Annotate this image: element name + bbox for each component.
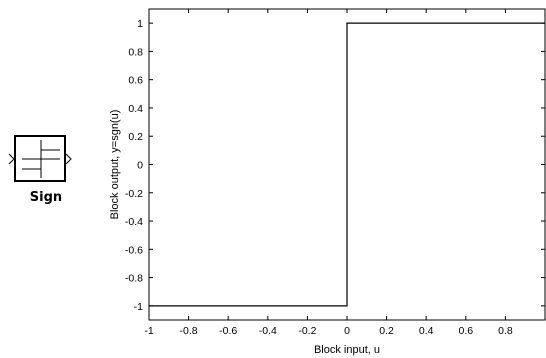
y-tick-label: -1	[134, 301, 143, 313]
y-tick-label: -0.4	[125, 216, 143, 228]
plot-series	[149, 22, 545, 307]
x-tick-label: 0	[344, 325, 350, 337]
y-tick-label: -0.6	[125, 244, 143, 256]
y-tick-label: 0	[137, 160, 143, 172]
sign-function-block-icon	[8, 135, 72, 182]
plot-labels: -1 -0.8 -0.6 -0.4 -0.2 0 0.2 0.4 0.6 0.8 1 0.8 0.6 0.…	[109, 18, 513, 356]
x-tick-label: -0.8	[180, 325, 198, 337]
y-tick-label: 0.8	[128, 46, 143, 58]
sign-block[interactable]: Sign	[0, 0, 100, 358]
x-tick-label: 0.2	[379, 325, 394, 337]
plot-axes	[148, 8, 546, 321]
sign-function-line	[149, 22, 545, 307]
y-tick-label: 0.6	[128, 75, 143, 87]
y-tick-label: 0.4	[128, 103, 143, 115]
x-axis-label: Block input, u	[314, 344, 380, 356]
block-label: Sign	[29, 190, 63, 205]
x-tick-label: 0.4	[419, 325, 434, 337]
x-tick-label: -0.2	[298, 325, 316, 337]
output-port-icon	[65, 153, 72, 165]
y-tick-label: -0.2	[125, 188, 143, 200]
y-tick-label: 1	[137, 18, 143, 30]
x-tick-label: -0.4	[259, 325, 277, 337]
y-axis-label: Block output, y=sgn(u)	[109, 110, 121, 220]
x-tick-label: -1	[144, 325, 153, 337]
x-tick-label: 0.6	[458, 325, 473, 337]
y-tick-label: -0.8	[125, 273, 143, 285]
x-tick-label: -0.6	[219, 325, 237, 337]
x-tick-label: 0.8	[498, 325, 513, 337]
y-tick-label: 0.2	[128, 131, 143, 143]
